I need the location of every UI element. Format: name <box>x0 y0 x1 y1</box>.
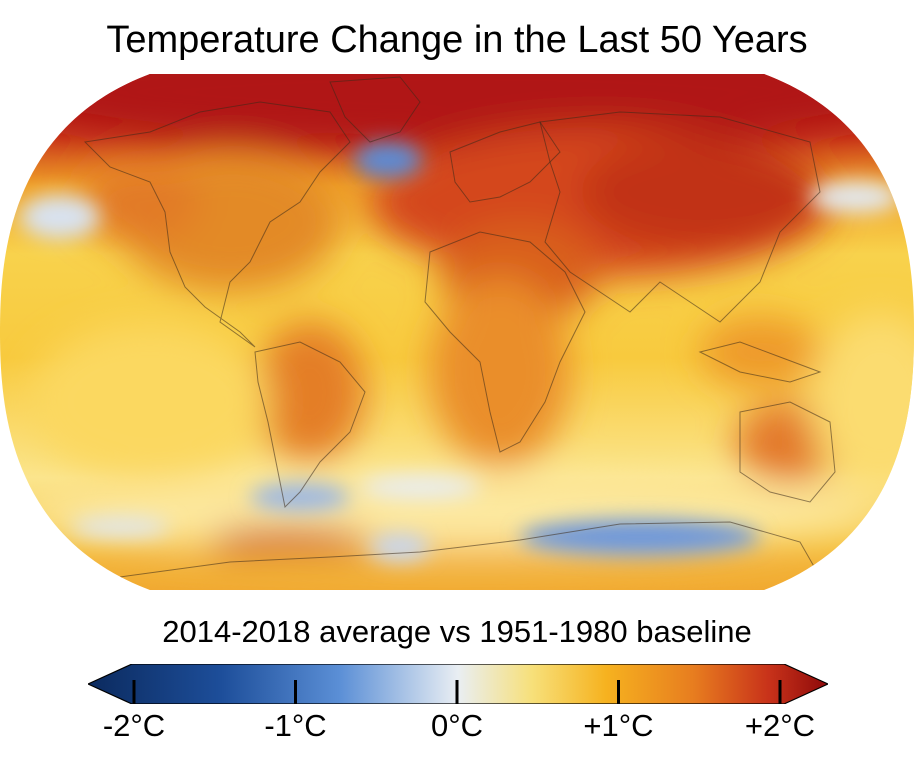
colorbar-tick-label: 0°C <box>430 708 484 743</box>
coastlines <box>83 76 836 578</box>
map-title: Temperature Change in the Last 50 Years <box>106 19 808 61</box>
colorbar-tick-label: +1°C <box>583 708 654 743</box>
colorbar-tick-label: +2°C <box>744 708 816 743</box>
colorbar-tick-label: -1°C <box>264 708 327 743</box>
temperature-anomaly-map <box>0 72 914 592</box>
anomaly-field <box>0 74 914 590</box>
colorbar <box>86 663 830 705</box>
map-subtitle: 2014-2018 average vs 1951-1980 baseline <box>162 614 752 649</box>
colorbar-tick-label: -2°C <box>102 708 166 743</box>
colorbar-ticks <box>132 680 782 704</box>
